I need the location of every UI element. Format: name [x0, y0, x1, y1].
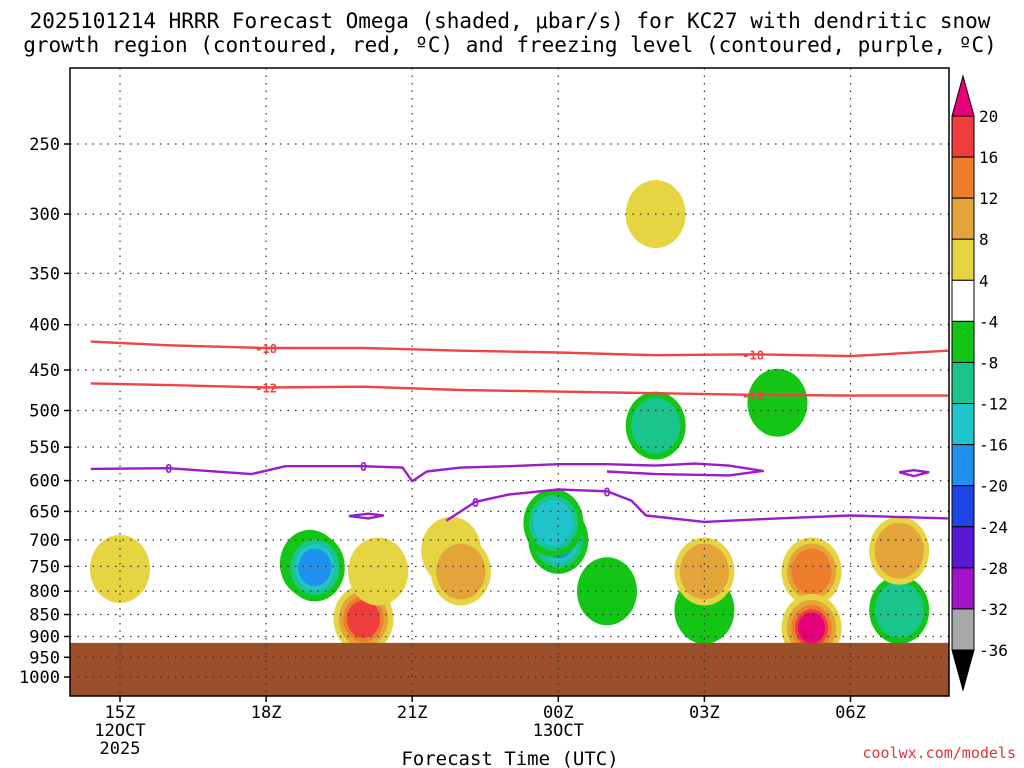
colorbar-label-3: 8 — [979, 230, 989, 249]
axes: 2503003504004505005506006507007508008509… — [19, 67, 950, 759]
y-tick-label-850: 850 — [29, 606, 60, 626]
x-tick-label-15Z-0: 15Z — [105, 703, 136, 723]
colorbar-box-2 — [951, 156, 975, 199]
chart-title-line1: 2025101214 HRRR Forecast Omega (shaded, … — [30, 9, 991, 33]
contour-zero_blob1 — [348, 512, 385, 520]
contour-minus12 — [90, 382, 948, 397]
x-axis-label: Forecast Time (UTC) — [401, 748, 618, 768]
colorbar-box-1 — [951, 115, 975, 158]
y-tick-label-500: 500 — [29, 402, 60, 422]
colorbar-box-3 — [951, 197, 975, 240]
y-tick-label-900: 900 — [29, 627, 60, 647]
y-tick-label-250: 250 — [29, 135, 60, 155]
x-tick-label-18Z-0: 18Z — [251, 703, 282, 723]
chart-title-line2: growth region (contoured, red, ºC) and f… — [23, 33, 997, 57]
omega-center-3-level-3 — [298, 548, 332, 587]
contour-zero_blob2 — [898, 469, 930, 478]
colorbar-box-8 — [951, 403, 975, 446]
y-tick-label-750: 750 — [29, 557, 60, 577]
omega-center-19-level-1 — [874, 522, 924, 579]
contour-label-zero_upper-1: 0 — [165, 462, 172, 476]
colorbar-box-13 — [951, 608, 975, 651]
contour-label-minus12-2: -12 — [255, 382, 277, 396]
y-tick-label-350: 350 — [29, 264, 60, 284]
contour-label-minus18-7: -18 — [742, 348, 764, 362]
colorbar-label-4: 4 — [979, 271, 989, 290]
colorbar-label-1: 16 — [979, 148, 998, 167]
colorbar-label-7: -12 — [979, 395, 1008, 414]
omega-center-10-level-0 — [577, 557, 637, 626]
y-tick-label-1000: 1000 — [19, 668, 60, 688]
colorbar-label-12: -32 — [979, 600, 1008, 619]
plot-frame — [69, 67, 950, 697]
colorbar-box-11 — [951, 526, 975, 569]
x-tick-label-00Z-1: 13OCT — [533, 721, 584, 741]
colorbar-box-9 — [951, 444, 975, 487]
y-tick-label-550: 550 — [29, 438, 60, 458]
contour-label-zero_lower-1: 0 — [472, 496, 479, 510]
colorbar: 20 16 12 8 4 -4 -8 -12 -16 -20 -24 -28 -32 -36 — [951, 74, 1008, 692]
colorbar-label-6: -8 — [979, 353, 998, 372]
contour-label-minus12-7: -12 — [742, 389, 764, 403]
omega-center-4-level-3 — [346, 600, 381, 638]
x-tick-label-06Z-0: 06Z — [835, 703, 866, 723]
colorbar-top-arrow — [951, 74, 975, 117]
omega-center-7-level-1 — [436, 543, 486, 600]
colorbar-label-13: -36 — [979, 641, 1008, 660]
colorbar-label-9: -20 — [979, 477, 1008, 496]
plot-area: -18 -18 -12 -12 0 0 0 0 — [70, 68, 949, 696]
colorbar-box-6 — [951, 320, 975, 363]
omega-center-11-level-1 — [631, 397, 681, 454]
shaded-omega-field — [70, 180, 949, 696]
contour-label-minus18-2: -18 — [255, 342, 277, 356]
x-tick-label-15Z-2: 2025 — [100, 739, 141, 759]
y-tick-label-600: 600 — [29, 472, 60, 492]
y-tick-label-950: 950 — [29, 648, 60, 668]
colorbar-label-0: 20 — [979, 107, 998, 126]
contour-label-zero_lower-4: 0 — [603, 485, 610, 499]
colorbar-box-7 — [951, 361, 975, 405]
contour-zero_lower — [445, 488, 948, 524]
x-tick-label-21Z-0: 21Z — [397, 703, 428, 723]
ground-surface — [70, 642, 949, 696]
colorbar-label-5: -4 — [979, 312, 998, 331]
contour-label-zero_upper-4: 0 — [360, 460, 367, 474]
x-tick-label-00Z-0: 00Z — [543, 703, 574, 723]
x-tick-label-15Z-1: 12OCT — [94, 721, 145, 741]
y-tick-label-700: 700 — [29, 531, 60, 551]
colorbar-label-8: -16 — [979, 436, 1008, 455]
colorbar-box-4 — [951, 238, 975, 281]
y-tick-label-400: 400 — [29, 316, 60, 336]
colorbar-box-10 — [951, 485, 975, 528]
omega-center-15-level-0 — [747, 368, 808, 437]
y-tick-label-650: 650 — [29, 502, 60, 522]
omega-center-16-level-2 — [791, 548, 832, 595]
omega-center-0-level-0 — [90, 534, 150, 603]
omega-center-18-level-1 — [874, 582, 924, 638]
colorbar-label-10: -24 — [979, 518, 1008, 537]
colorbar-label-2: 12 — [979, 189, 998, 208]
y-tick-label-800: 800 — [29, 582, 60, 602]
credit-label: coolwx.com/models — [862, 744, 1016, 762]
x-tick-label-03Z-0: 03Z — [689, 703, 720, 723]
colorbar-bottom-arrow — [951, 649, 975, 692]
omega-center-17-level-4 — [797, 612, 826, 644]
contour-minus18 — [90, 340, 948, 358]
contour-zero_upper — [90, 462, 764, 483]
colorbar-box-5 — [951, 279, 975, 322]
colorbar-box-12 — [951, 567, 975, 610]
y-tick-label-300: 300 — [29, 205, 60, 225]
y-tick-label-450: 450 — [29, 361, 60, 381]
omega-center-9-level-2 — [533, 500, 574, 546]
colorbar-label-11: -28 — [979, 559, 1008, 578]
omega-center-5-level-0 — [348, 537, 409, 606]
